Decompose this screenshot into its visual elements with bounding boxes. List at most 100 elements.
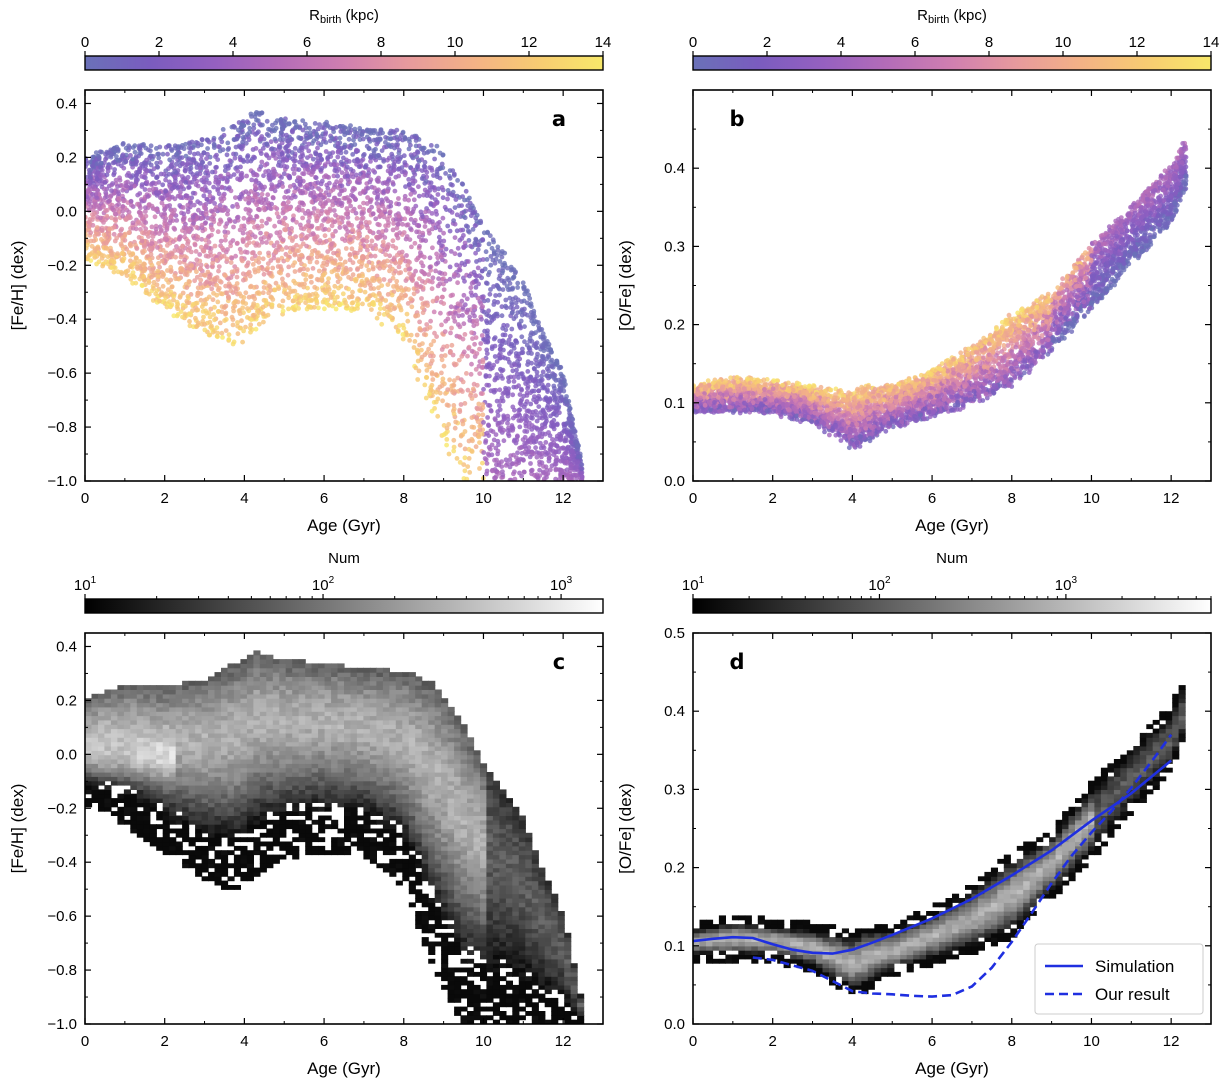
scatter-point xyxy=(120,213,126,219)
scatter-point xyxy=(99,228,105,233)
scatter-point xyxy=(235,323,241,329)
scatter-point xyxy=(296,135,302,140)
scatter-point xyxy=(241,295,247,300)
scatter-point xyxy=(326,218,332,224)
scatter-point xyxy=(219,184,225,190)
scatter-point xyxy=(475,265,481,271)
scatter-point xyxy=(466,238,472,243)
scatter-point xyxy=(120,152,126,158)
scatter-point xyxy=(271,170,277,176)
scatter-point xyxy=(328,295,334,300)
scatter-point xyxy=(455,245,461,251)
scatter-point xyxy=(494,398,500,404)
scatter-point xyxy=(377,164,382,170)
scatter-point xyxy=(198,285,204,291)
scatter-point xyxy=(336,265,342,270)
scatter-point xyxy=(466,344,472,350)
scatter-point xyxy=(214,333,220,339)
scatter-point xyxy=(346,286,351,292)
scatter-point xyxy=(277,154,283,160)
scatter-point xyxy=(143,229,149,235)
scatter-point xyxy=(537,467,542,473)
scatter-point xyxy=(500,338,505,344)
scatter-point xyxy=(379,321,385,327)
scatter-point xyxy=(408,142,413,148)
scatter-point xyxy=(266,133,271,138)
scatter-point xyxy=(408,296,414,302)
scatter-point xyxy=(379,212,385,218)
scatter-point xyxy=(242,249,248,255)
scatter-point xyxy=(356,164,362,170)
scatter-point xyxy=(483,373,489,378)
scatter-point xyxy=(539,373,544,379)
scatter-point xyxy=(510,415,516,421)
scatter-point xyxy=(545,353,551,358)
scatter-point xyxy=(154,175,159,181)
scatter-point xyxy=(317,122,322,127)
scatter-point xyxy=(510,425,516,431)
scatter-point xyxy=(413,268,418,274)
scatter-point xyxy=(508,374,513,380)
scatter-point xyxy=(85,242,90,248)
scatter-point xyxy=(166,171,172,177)
scatter-point xyxy=(121,198,126,204)
scatter-point xyxy=(495,299,501,305)
scatter-point xyxy=(263,298,269,303)
scatter-point xyxy=(531,366,537,371)
scatter-point xyxy=(332,162,337,168)
scatter-point xyxy=(318,142,324,148)
scatter-point xyxy=(540,334,546,340)
scatter-point xyxy=(314,131,320,137)
scatter-point xyxy=(282,287,288,293)
scatter-point xyxy=(433,268,438,274)
scatter-point xyxy=(360,301,365,307)
scatter-point xyxy=(201,193,207,199)
scatter-point xyxy=(431,338,437,344)
scatter-point xyxy=(319,277,325,283)
scatter-point xyxy=(216,268,221,274)
scatter-point xyxy=(339,145,345,151)
scatter-point xyxy=(451,193,457,199)
scatter-point xyxy=(214,325,220,330)
scatter-point xyxy=(195,320,201,326)
scatter-point xyxy=(248,329,253,335)
scatter-point xyxy=(499,464,505,469)
scatter-point xyxy=(510,306,516,312)
scatter-point xyxy=(434,389,439,395)
scatter-point xyxy=(247,325,253,331)
scatter-point xyxy=(244,173,250,179)
scatter-point xyxy=(567,410,572,416)
scatter-point xyxy=(473,444,479,450)
scatter-point xyxy=(106,199,111,204)
scatter-point xyxy=(227,158,233,164)
scatter-point xyxy=(364,254,370,260)
scatter-point xyxy=(460,379,466,385)
scatter-point xyxy=(221,132,227,138)
scatter-point xyxy=(246,199,252,205)
scatter-point xyxy=(247,125,253,131)
scatter-point xyxy=(233,298,239,304)
scatter-point xyxy=(398,307,404,313)
scatter-point xyxy=(396,270,402,276)
scatter-point xyxy=(198,244,204,250)
scatter-point xyxy=(480,460,485,466)
scatter-point xyxy=(243,140,249,146)
scatter-point xyxy=(517,324,523,329)
scatter-point xyxy=(202,180,208,185)
scatter-point xyxy=(144,179,150,185)
scatter-point xyxy=(471,381,477,387)
scatter-point xyxy=(370,264,376,270)
scatter-point xyxy=(292,252,298,258)
scatter-point xyxy=(113,216,118,222)
scatter-point xyxy=(206,139,212,145)
scatter-point xyxy=(268,206,274,212)
scatter-point xyxy=(503,303,508,309)
scatter-point xyxy=(409,244,414,250)
scatter-point xyxy=(470,386,476,392)
scatter-point xyxy=(526,445,532,450)
scatter-point xyxy=(199,222,205,228)
scatter-point xyxy=(402,135,408,141)
scatter-point xyxy=(315,164,320,170)
scatter-point xyxy=(507,457,513,462)
scatter-point xyxy=(215,181,221,187)
